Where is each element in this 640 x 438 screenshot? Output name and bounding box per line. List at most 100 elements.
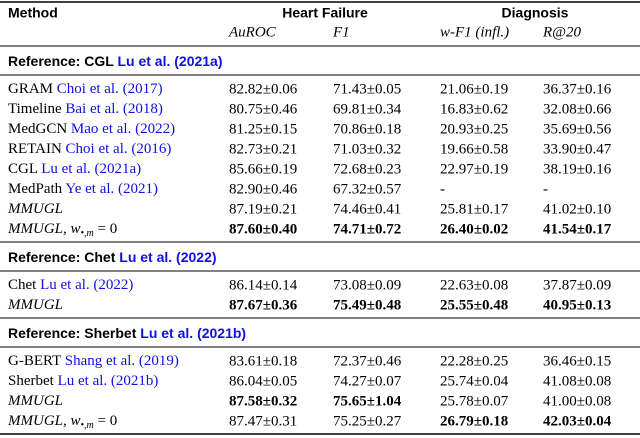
method: MedPath	[8, 181, 63, 197]
method-name: GRAM Choi et al. (2017)	[8, 81, 163, 97]
metric-cell: 32.08±0.66	[543, 101, 612, 117]
method: CGL	[8, 161, 38, 177]
metric-cell: 75.25±0.27	[333, 413, 402, 429]
column-header: AuROC	[228, 24, 277, 40]
citation: Lu et al. (2022)	[40, 277, 133, 293]
metric-cell: 74.71±0.72	[333, 221, 401, 237]
method: GRAM	[8, 81, 53, 97]
metric-cell: 41.08±0.08	[543, 373, 611, 389]
citation: Lu et al. (2021b)	[140, 325, 246, 341]
metric-cell: 69.81±0.34	[333, 101, 402, 117]
method-name: MedPath Ye et al. (2021)	[8, 181, 158, 197]
metric-cell: 81.25±0.15	[229, 121, 297, 137]
citation: Choi et al. (2017)	[57, 81, 163, 97]
metric-cell: 41.02±0.10	[543, 201, 611, 217]
section-title: Reference: Sherbet Lu et al. (2021b)	[8, 325, 246, 341]
metric-cell: 40.95±0.13	[543, 297, 611, 313]
method-name: Sherbet Lu et al. (2021b)	[8, 373, 158, 389]
metric-cell: 74.46±0.41	[333, 201, 401, 217]
column-header: R@20	[542, 24, 581, 40]
metric-cell: 82.73±0.21	[229, 141, 297, 157]
method-header: Method	[8, 5, 58, 21]
metric-cell: 25.55±0.48	[440, 297, 508, 313]
citation: Shang et al. (2019)	[65, 353, 179, 369]
metric-cell: 22.97±0.19	[440, 161, 508, 177]
metric-cell: 41.54±0.17	[543, 221, 612, 237]
method-name: MedGCN Mao et al. (2022)	[8, 121, 175, 137]
group-header: Heart Failure	[282, 5, 368, 21]
metric-cell: 25.74±0.04	[440, 373, 509, 389]
metric-cell: 67.32±0.57	[333, 181, 402, 197]
method: RETAIN	[8, 141, 62, 157]
metric-cell: 37.87±0.09	[543, 277, 611, 293]
metric-cell: 75.49±0.48	[333, 297, 401, 313]
method-name: MMUGL, w•,m = 0	[7, 413, 117, 431]
method: MMUGL	[7, 393, 63, 409]
method-tail: = 0	[94, 413, 117, 429]
metric-cell: 38.19±0.16	[543, 161, 612, 177]
metric-cell: 83.61±0.18	[229, 353, 297, 369]
metric-cell: 82.90±0.46	[229, 181, 298, 197]
metric-cell: 35.69±0.56	[543, 121, 612, 137]
method-name: G-BERT Shang et al. (2019)	[8, 353, 179, 369]
metric-cell: 33.90±0.47	[543, 141, 612, 157]
method: MMUGL	[7, 201, 63, 217]
method: Sherbet	[8, 373, 55, 389]
citation: Mao et al. (2022)	[71, 121, 175, 137]
group-header: Diagnosis	[502, 5, 569, 21]
metric-cell: 87.58±0.32	[229, 393, 297, 409]
metric-cell: 72.68±0.23	[333, 161, 401, 177]
method-tail: = 0	[94, 221, 117, 237]
method-suffix: , w	[63, 221, 81, 237]
method-suffix: , w	[63, 413, 81, 429]
citation: Lu et al. (2021a)	[117, 53, 222, 69]
method: MMUGL	[7, 297, 63, 313]
citation: Lu et al. (2022)	[119, 249, 216, 265]
metric-cell: 80.75±0.46	[229, 101, 298, 117]
section-label: Reference: CGL	[8, 53, 114, 69]
metric-cell: 19.66±0.58	[440, 141, 508, 157]
column-header: w-F1 (infl.)	[440, 24, 509, 40]
method: Timeline	[8, 101, 62, 117]
method: MMUGL	[7, 413, 63, 429]
citation: Ye et al. (2021)	[65, 181, 158, 197]
metric-cell: 87.67±0.36	[229, 297, 298, 313]
method-name: MMUGL	[7, 393, 63, 409]
metric-cell: 72.37±0.46	[333, 353, 402, 369]
citation: Lu et al. (2021b)	[58, 373, 159, 389]
metric-cell: 87.47±0.31	[229, 413, 297, 429]
section-title: Reference: Chet Lu et al. (2022)	[8, 249, 217, 265]
method-name: MMUGL, w•,m = 0	[7, 221, 117, 239]
metric-cell: 86.14±0.14	[229, 277, 298, 293]
metric-cell: 74.27±0.07	[333, 373, 402, 389]
citation: Bai et al. (2018)	[65, 101, 162, 117]
method-name: RETAIN Choi et al. (2016)	[8, 141, 171, 157]
metric-cell: 82.82±0.06	[229, 81, 298, 97]
metric-cell: 36.37±0.16	[543, 81, 612, 97]
metric-cell: 20.93±0.25	[440, 121, 508, 137]
metric-cell: 22.63±0.08	[440, 277, 508, 293]
subscript: •,m	[81, 228, 94, 239]
metric-cell: 70.86±0.18	[333, 121, 401, 137]
section-title: Reference: CGL Lu et al. (2021a)	[8, 53, 223, 69]
method: G-BERT	[8, 353, 61, 369]
metric-cell: 25.81±0.17	[440, 201, 509, 217]
metric-cell: 36.46±0.15	[543, 353, 611, 369]
metric-cell: 16.83±0.62	[440, 101, 508, 117]
metric-cell: 86.04±0.05	[229, 373, 297, 389]
metric-cell: 26.40±0.02	[440, 221, 508, 237]
citation: Lu et al. (2021a)	[41, 161, 141, 177]
column-header: F1	[332, 24, 350, 40]
section-label: Reference: Chet	[8, 249, 116, 265]
method: Chet	[8, 277, 37, 293]
method-name: MMUGL	[7, 297, 63, 313]
metric-cell: -	[440, 181, 445, 197]
method-name: CGL Lu et al. (2021a)	[8, 161, 141, 177]
metric-cell: 21.06±0.19	[440, 81, 508, 97]
metric-cell: 73.08±0.09	[333, 277, 401, 293]
metric-cell: 26.79±0.18	[440, 413, 508, 429]
metric-cell: 71.43±0.05	[333, 81, 401, 97]
metric-cell: 85.66±0.19	[229, 161, 297, 177]
metric-cell: 87.60±0.40	[229, 221, 297, 237]
